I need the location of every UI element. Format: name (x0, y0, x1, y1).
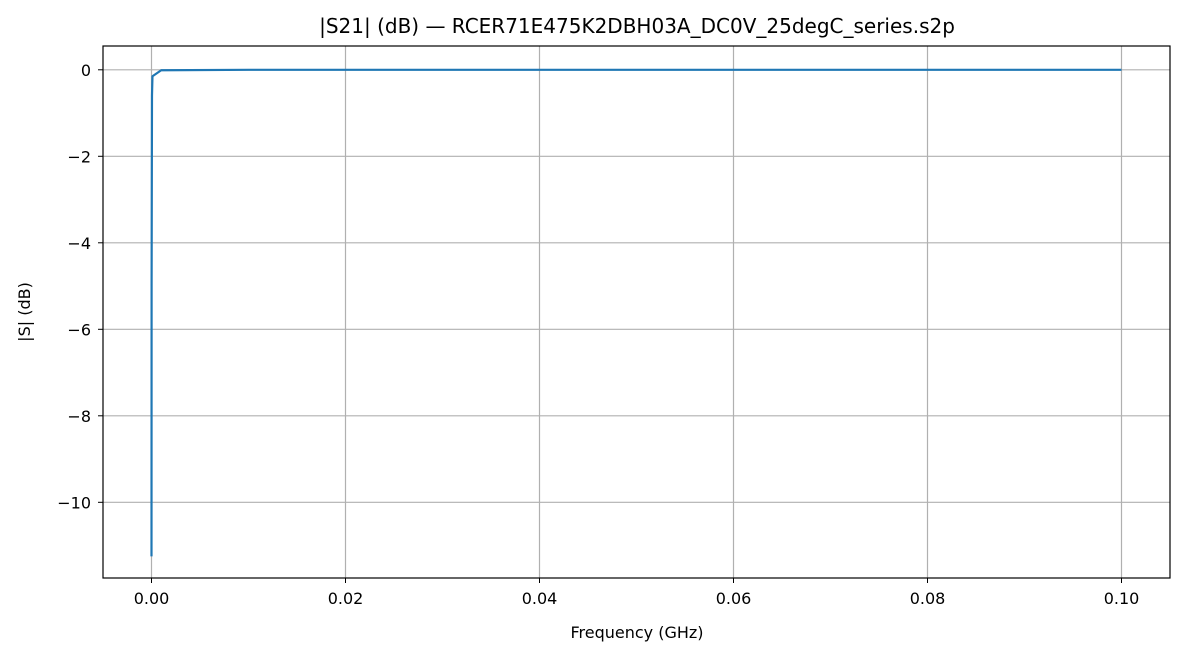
series-line (150, 68, 1122, 557)
x-tick-label: 0.02 (328, 589, 364, 608)
grid (103, 46, 1170, 578)
x-tick-label: 0.06 (716, 589, 752, 608)
x-tick-label: 0.10 (1104, 589, 1140, 608)
y-tick-label: −2 (67, 147, 91, 166)
y-tick-label: −10 (57, 493, 91, 512)
x-axis: 0.00 0.02 0.04 0.06 0.08 0.10 (134, 578, 1140, 608)
y-tick-label: 0 (81, 61, 91, 80)
x-axis-label: Frequency (GHz) (570, 623, 703, 642)
y-tick-label: −6 (67, 320, 91, 339)
x-tick-label: 0.08 (910, 589, 946, 608)
y-tick-label: −4 (67, 234, 91, 253)
y-axis-label: |S| (dB) (15, 282, 34, 342)
x-tick-label: 0.00 (134, 589, 170, 608)
y-tick-label: −8 (67, 407, 91, 426)
axes-frame (102, 45, 1171, 579)
plot-area (150, 68, 1122, 557)
x-tick-label: 0.04 (522, 589, 558, 608)
chart-title: |S21| (dB) — RCER71E475K2DBH03A_DC0V_25d… (319, 14, 955, 38)
y-axis: 0 −2 −4 −6 −8 −10 (57, 61, 103, 512)
